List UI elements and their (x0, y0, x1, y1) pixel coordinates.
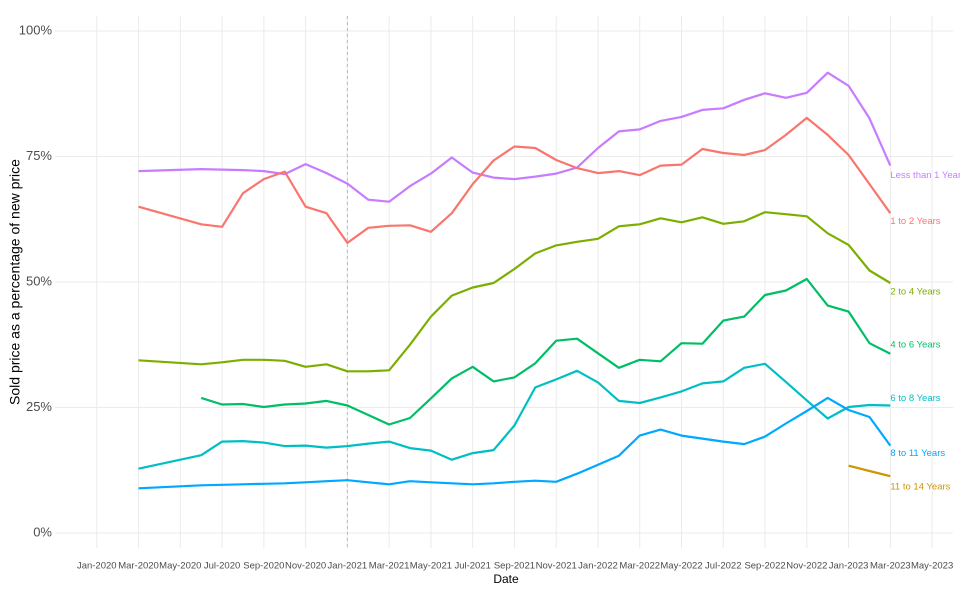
x-tick-label: Nov-2022 (786, 561, 827, 572)
x-tick-label: Nov-2021 (536, 561, 577, 572)
y-tick-label: 50% (26, 273, 52, 288)
x-tick-label: Jul-2020 (204, 561, 240, 572)
x-tick-label: Mar-2020 (118, 561, 159, 572)
y-axis-title: Sold price as a percentage of new price (7, 159, 23, 405)
series-label: 1 to 2 Years (890, 216, 940, 227)
x-tick-label: Nov-2020 (285, 561, 326, 572)
y-tick-label: 25% (26, 399, 52, 414)
x-tick-label: May-2023 (911, 561, 953, 572)
series-label: 6 to 8 Years (890, 393, 940, 404)
x-axis-title: Date (493, 572, 519, 586)
series-label: 8 to 11 Years (890, 448, 945, 459)
x-tick-label: Mar-2022 (619, 561, 660, 572)
series-label: Less than 1 Year (890, 170, 960, 181)
x-tick-label: Jul-2022 (705, 561, 741, 572)
x-tick-label: Jan-2022 (578, 561, 618, 572)
series-line (138, 362, 891, 470)
x-tick-label: Jan-2023 (829, 561, 869, 572)
y-tick-label: 75% (26, 148, 52, 163)
series-line (138, 116, 892, 244)
y-tick-label: 0% (33, 524, 52, 539)
x-tick-label: Jul-2021 (454, 561, 490, 572)
x-tick-label: Sep-2021 (494, 561, 535, 572)
series-line (138, 71, 892, 203)
x-tick-label: Sep-2022 (744, 561, 785, 572)
series-label: 11 to 14 Years (890, 482, 950, 493)
x-tick-label: Jan-2021 (328, 561, 368, 572)
y-tick-label: 100% (19, 22, 53, 37)
series-line (200, 277, 891, 426)
series-line (138, 396, 892, 490)
x-tick-label: Mar-2021 (369, 561, 410, 572)
series-label: 2 to 4 Years (890, 287, 940, 298)
series-line (138, 211, 891, 373)
series-line (848, 464, 891, 478)
x-tick-label: May-2022 (660, 561, 702, 572)
x-tick-label: May-2020 (159, 561, 201, 572)
x-tick-label: Sep-2020 (243, 561, 284, 572)
x-tick-label: Mar-2023 (870, 561, 911, 572)
x-tick-label: Jan-2020 (77, 561, 117, 572)
series-label: 4 to 6 Years (890, 339, 940, 350)
x-tick-label: May-2021 (410, 561, 452, 572)
